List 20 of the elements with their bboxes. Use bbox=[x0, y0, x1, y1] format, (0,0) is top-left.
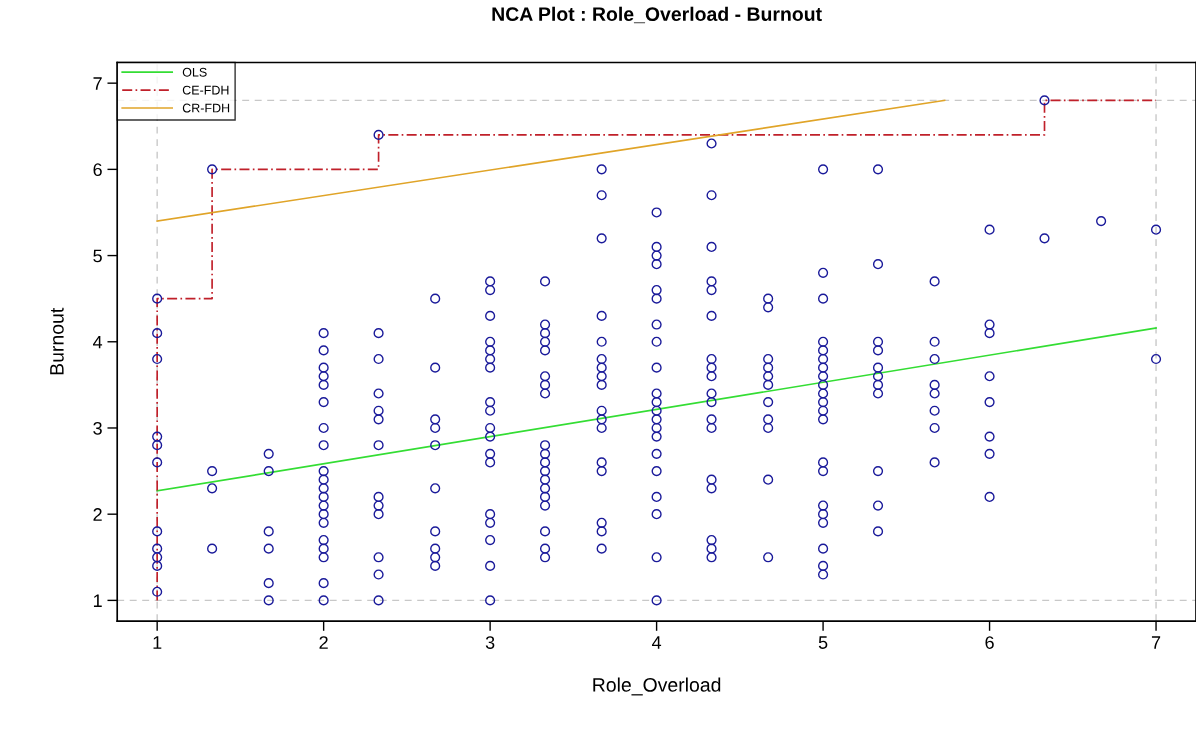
y-axis-title: Burnout bbox=[50, 307, 64, 375]
x-tick-label: 5 bbox=[818, 636, 828, 649]
legend-label: CE-FDH bbox=[182, 85, 229, 95]
chart-title: NCA Plot : Role_Overload - Burnout bbox=[492, 6, 822, 24]
x-tick-label: 3 bbox=[485, 636, 495, 649]
y-tick-label: 4 bbox=[93, 335, 103, 349]
y-tick-label: 2 bbox=[93, 508, 102, 521]
x-axis-title: Role_Overload bbox=[593, 677, 721, 696]
x-tick-label: 4 bbox=[652, 636, 662, 649]
y-tick-label: 1 bbox=[93, 594, 102, 607]
y-tick-label: 5 bbox=[93, 249, 102, 263]
x-tick-label: 1 bbox=[153, 636, 162, 649]
y-tick-label: 3 bbox=[93, 421, 102, 435]
y-tick-label: 6 bbox=[93, 163, 102, 177]
x-tick-label: 7 bbox=[1151, 636, 1161, 649]
legend-label: OLS bbox=[182, 67, 207, 77]
x-tick-label: 6 bbox=[985, 636, 994, 649]
y-tick-label: 7 bbox=[93, 77, 102, 90]
legend-label: CR-FDH bbox=[182, 103, 230, 113]
x-tick-label: 2 bbox=[319, 636, 328, 649]
